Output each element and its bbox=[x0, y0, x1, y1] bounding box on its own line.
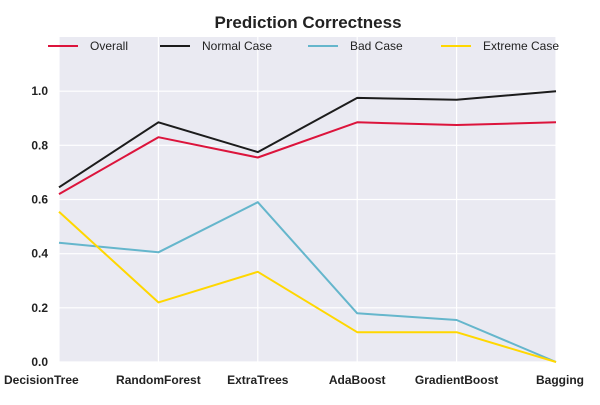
series-line-3 bbox=[58, 201, 557, 363]
y-tick-label: 0.4 bbox=[31, 247, 48, 261]
legend-item: Overall bbox=[48, 39, 128, 53]
x-tick-label: GradientBoost bbox=[415, 373, 498, 387]
gridlines bbox=[58, 37, 557, 363]
series-lines bbox=[58, 90, 557, 363]
y-tick-label: 1.0 bbox=[31, 84, 48, 98]
legend: Overall Normal Case Bad Case Extreme Case bbox=[48, 39, 559, 53]
x-tick-label: Bagging bbox=[536, 373, 584, 387]
x-tick-label: ExtraTrees bbox=[227, 373, 289, 387]
series-line-2 bbox=[58, 90, 557, 189]
y-tick-label: 0.2 bbox=[31, 301, 48, 315]
legend-label: Bad Case bbox=[350, 39, 403, 53]
legend-label: Extreme Case bbox=[483, 39, 559, 53]
x-tick-label: DecisionTree bbox=[4, 373, 79, 387]
y-tick-label: 0.8 bbox=[31, 138, 48, 152]
y-axis-ticks: 0.0 0.2 0.4 0.6 0.8 1.0 bbox=[31, 84, 48, 369]
legend-item: Bad Case bbox=[308, 39, 403, 53]
chart-title: Prediction Correctness bbox=[214, 13, 401, 32]
x-axis-ticks: DecisionTree RandomForest ExtraTrees AdaBoo… bbox=[4, 373, 584, 387]
series-line-1 bbox=[58, 121, 557, 195]
y-tick-label: 0.6 bbox=[31, 193, 48, 207]
x-tick-label: RandomForest bbox=[116, 373, 201, 387]
y-tick-label: 0.0 bbox=[31, 355, 48, 369]
legend-item: Normal Case bbox=[160, 39, 272, 53]
x-tick-label: AdaBoost bbox=[329, 373, 386, 387]
legend-item: Extreme Case bbox=[441, 39, 559, 53]
series-line-4 bbox=[58, 210, 557, 363]
legend-label: Overall bbox=[90, 39, 128, 53]
legend-label: Normal Case bbox=[202, 39, 272, 53]
